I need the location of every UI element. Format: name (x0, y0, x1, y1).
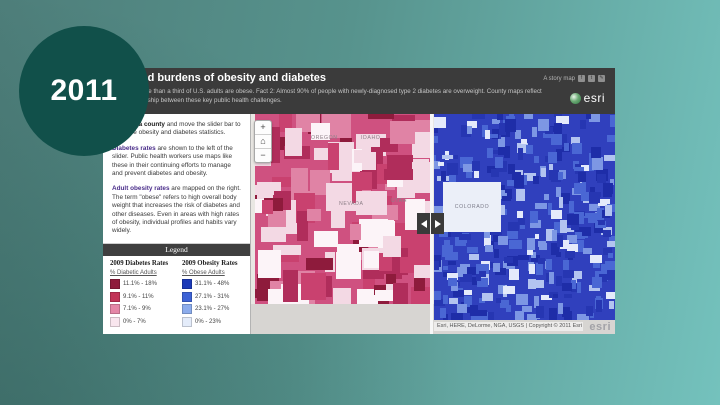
legend-swatch (182, 279, 192, 290)
colorado-region[interactable]: COLORADO (443, 182, 501, 232)
legend-item: 31.1% - 48% (182, 279, 246, 290)
legend-item: 27.1% - 31% (182, 291, 246, 302)
legend-column-obesity: 2009 Obesity Rates % Obese Adults 31.1% … (182, 260, 246, 330)
map-zoom-controls: + ⌂ − (254, 120, 272, 163)
state-label-idaho: IDAHO (361, 135, 381, 141)
state-label-oregon: OREGON (311, 135, 338, 141)
diabetes-paragraph: Diabetes rates are shown to the left of … (112, 144, 233, 178)
zoom-out-button[interactable]: − (260, 150, 266, 160)
header-right: A story map f t ✎ esri (543, 75, 605, 105)
app-subtitle-line1: Fact 1: More than a third of U.S. adults… (117, 88, 542, 95)
swipe-right-button[interactable] (431, 213, 444, 234)
legend-item: 11.1% - 18% (110, 279, 174, 290)
legend-heading: 2009 Obesity Rates (182, 259, 238, 267)
year-text: 2011 (50, 74, 118, 107)
attribution-text: Esri, HERE, DeLorme, NGA, USGS | Copyrig… (434, 322, 583, 331)
legend-swatch (182, 316, 192, 327)
instructions-text: Click on a county and move the slider ba… (103, 114, 250, 243)
app-subtitle: Fact 1: More than a third of U.S. adults… (117, 88, 542, 105)
obesity-paragraph: Adult obesity rates are mapped on the ri… (112, 185, 241, 235)
legend-item: 9.1% - 11% (110, 291, 174, 302)
swipe-left-button[interactable] (417, 213, 430, 234)
legend-item-label: 9.1% - 11% (123, 293, 154, 300)
edit-icon[interactable]: ✎ (598, 75, 605, 82)
legend-item: 7.1% - 9% (110, 304, 174, 315)
chevron-right-icon (434, 219, 441, 228)
side-panel: Click on a county and move the slider ba… (103, 114, 251, 334)
legend-item-label: 27.1% - 31% (195, 293, 230, 300)
legend-swatch (110, 304, 120, 315)
globe-icon (569, 92, 581, 104)
facebook-icon[interactable]: f (578, 75, 585, 82)
legend-subheading: % Obese Adults (182, 270, 225, 277)
legend-swatch (110, 291, 120, 302)
swipe-handle (417, 213, 444, 234)
legend-heading: 2009 Diabetes Rates (110, 259, 169, 267)
legend-item-label: 31.1% - 48% (195, 281, 230, 288)
legend: Legend 2009 Diabetes Rates % Diabetic Ad… (103, 242, 250, 334)
legend-item: 23.1% - 27% (182, 304, 246, 315)
legend-item: 0% - 23% (182, 316, 246, 327)
app-title: Shared burdens of obesity and diabetes (117, 72, 327, 84)
esri-logo[interactable]: esri (543, 91, 605, 105)
legend-header: Legend (103, 243, 250, 256)
year-badge: 2011 (19, 26, 149, 156)
twitter-icon[interactable]: t (588, 75, 595, 82)
story-map-link[interactable]: A story map (543, 75, 575, 82)
legend-item-label: 7.1% - 9% (123, 306, 151, 313)
legend-column-diabetes: 2009 Diabetes Rates % Diabetic Adults 11… (110, 260, 174, 330)
diabetes-map[interactable] (255, 114, 431, 304)
map-canvas[interactable]: OREGON IDAHO NEVADA UTAH COLORADO + ⌂ − (251, 114, 615, 334)
legend-item-label: 0% - 7% (123, 318, 146, 325)
legend-item: 0% - 7% (110, 316, 174, 327)
state-label-nevada: NEVADA (339, 201, 364, 207)
legend-item-label: 23.1% - 27% (195, 306, 230, 313)
legend-swatch (110, 279, 120, 290)
legend-swatch (182, 291, 192, 302)
app-header: Shared burdens of obesity and diabetes F… (103, 68, 615, 114)
zoom-in-button[interactable]: + (255, 121, 271, 135)
chevron-left-icon (420, 219, 427, 228)
legend-swatch (110, 316, 120, 327)
legend-item-label: 0% - 23% (195, 318, 222, 325)
esri-watermark: esri (589, 321, 611, 333)
legend-subheading: % Diabetic Adults (110, 270, 157, 277)
legend-item-label: 11.1% - 18% (123, 281, 157, 288)
home-button[interactable]: ⌂ (255, 135, 271, 149)
legend-swatch (182, 304, 192, 315)
story-map-window: Shared burdens of obesity and diabetes F… (103, 68, 615, 334)
state-label-utah: UTAH (391, 198, 408, 204)
state-label-colorado: COLORADO (454, 204, 490, 210)
esri-logo-text: esri (583, 91, 605, 105)
app-subtitle-line2: the relationship between these key publi… (117, 96, 282, 104)
